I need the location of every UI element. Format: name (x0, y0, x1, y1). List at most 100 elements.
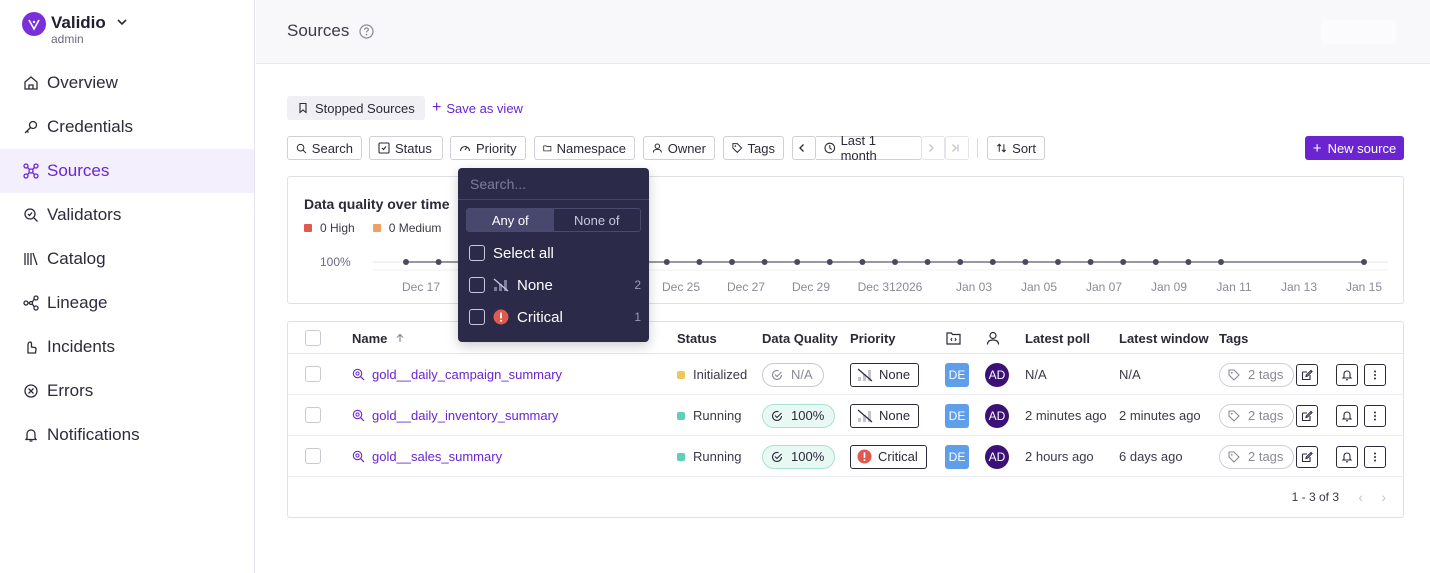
priority-badge[interactable]: None (850, 362, 920, 387)
tags-badge[interactable]: 2 tags (1219, 362, 1295, 387)
legend-item-high[interactable]: 0 High (304, 221, 355, 235)
row-checkbox[interactable] (305, 407, 321, 423)
option-count: 1 (634, 310, 641, 324)
column-data-quality[interactable]: Data Quality (762, 331, 838, 346)
row-checkbox[interactable] (305, 448, 321, 464)
edit-cell (1296, 354, 1318, 395)
chevron-down-icon[interactable] (116, 16, 128, 28)
row-checkbox[interactable] (305, 366, 321, 382)
column-tags[interactable]: Tags (1219, 331, 1249, 346)
tags-badge[interactable]: 2 tags (1219, 403, 1295, 428)
sidebar-item-overview[interactable]: Overview (0, 61, 254, 105)
column-latest-window[interactable]: Latest window (1119, 331, 1209, 346)
row-menu-button[interactable] (1364, 363, 1386, 386)
edit-button[interactable] (1296, 363, 1318, 386)
row-menu-button[interactable] (1364, 404, 1386, 427)
data-quality-badge[interactable]: 100% (762, 444, 836, 469)
data-point (761, 259, 768, 265)
namespace-tag[interactable]: DE (945, 362, 969, 387)
sort-button[interactable]: Sort (987, 136, 1045, 160)
avatar[interactable]: AD (985, 362, 1009, 387)
priority-search-input[interactable] (458, 168, 649, 200)
owner-filter-button[interactable]: Owner (643, 136, 715, 160)
checkbox[interactable] (469, 309, 485, 325)
legend-swatch (372, 224, 381, 232)
column-latest-poll[interactable]: Latest poll (1025, 331, 1091, 346)
column-name[interactable]: Name (352, 331, 405, 346)
time-range-selector[interactable]: Last 1 month (816, 133, 922, 163)
more-vertical-icon (1374, 411, 1376, 420)
sidebar-item-lineage[interactable]: Lineage (0, 281, 254, 325)
table-row[interactable]: gold__daily_inventory_summary Running 10… (288, 395, 1403, 436)
sidebar-nav: Overview Credentials Sources Validators … (0, 61, 254, 457)
checkbox[interactable] (469, 245, 485, 261)
source-name-cell[interactable]: gold__sales_summary (352, 436, 502, 477)
checkbox[interactable] (469, 277, 485, 293)
avatar[interactable]: AD (985, 444, 1009, 469)
table-row[interactable]: gold__sales_summary Running 100% Critica… (288, 436, 1403, 477)
sidebar-item-incidents[interactable]: Incidents (0, 325, 254, 369)
time-range-latest-button[interactable] (945, 136, 969, 160)
status-label: Running (693, 408, 742, 423)
notifications-button[interactable] (1336, 445, 1358, 468)
notifications-button[interactable] (1336, 404, 1358, 427)
latest-poll-cell: N/A (1025, 367, 1047, 382)
edit-button[interactable] (1296, 404, 1318, 427)
sidebar-item-errors[interactable]: Errors (0, 369, 254, 413)
saved-view-chip[interactable]: Stopped Sources (287, 96, 425, 120)
match-mode-toggle: Any of None of (466, 208, 641, 232)
table-row[interactable]: gold__daily_campaign_summary Initialized… (288, 354, 1403, 395)
row-menu-button[interactable] (1364, 445, 1386, 468)
priority-badge[interactable]: Critical (850, 444, 927, 469)
time-range-label: Last 1 month (840, 133, 877, 163)
sidebar-item-validators[interactable]: Validators (0, 193, 254, 237)
legend-item-medium[interactable]: 0 Medium (372, 221, 441, 235)
save-as-view-button[interactable]: + Save as view (432, 96, 523, 120)
tags-badge[interactable]: 2 tags (1219, 444, 1295, 469)
mode-any-of[interactable]: Any of (467, 209, 554, 231)
source-name-link[interactable]: gold__sales_summary (372, 449, 503, 464)
x-tick-label: Jan 07 (1086, 280, 1122, 294)
select-all-checkbox[interactable] (305, 330, 321, 346)
avatar[interactable]: AD (985, 403, 1009, 428)
sidebar-item-catalog[interactable]: Catalog (0, 237, 254, 281)
data-quality-badge[interactable]: N/A (762, 362, 824, 387)
time-range-next-button[interactable] (921, 136, 945, 160)
source-name-cell[interactable]: gold__daily_campaign_summary (352, 354, 562, 395)
priority-filter-button[interactable]: Priority (450, 136, 526, 160)
search-filter-button[interactable]: Search (287, 136, 362, 160)
namespace-filter-button[interactable]: Namespace (534, 136, 635, 160)
clock-icon (824, 142, 836, 154)
namespace-tag[interactable]: DE (945, 444, 969, 469)
new-source-button[interactable]: + New source (1305, 136, 1404, 160)
status-filter-button[interactable]: Status (369, 136, 443, 160)
priority-option-none[interactable]: None 2 (469, 273, 641, 297)
check-circle-icon (771, 451, 783, 462)
sidebar-item-credentials[interactable]: Credentials (0, 105, 254, 149)
help-icon[interactable] (359, 24, 374, 39)
notifications-button[interactable] (1336, 363, 1358, 386)
namespace-tag[interactable]: DE (945, 403, 969, 428)
priority-option-critical[interactable]: Critical 1 (469, 305, 641, 329)
source-name-cell[interactable]: gold__daily_inventory_summary (352, 395, 558, 436)
select-all-option[interactable]: Select all (469, 241, 641, 265)
source-name-link[interactable]: gold__daily_campaign_summary (372, 367, 563, 382)
column-status[interactable]: Status (677, 331, 717, 346)
tag-icon (1228, 409, 1240, 422)
workspace-switcher[interactable]: Validio (22, 12, 128, 36)
status-indicator (677, 411, 685, 420)
saved-view-label: Stopped Sources (315, 100, 415, 116)
priority-badge[interactable]: None (850, 403, 920, 428)
data-quality-badge[interactable]: 100% (762, 403, 836, 428)
mode-none-of[interactable]: None of (573, 212, 620, 228)
next-page-icon[interactable]: › (1381, 489, 1386, 505)
sidebar-item-notifications[interactable]: Notifications (0, 413, 254, 457)
edit-button[interactable] (1296, 445, 1318, 468)
sidebar-item-sources[interactable]: Sources (0, 149, 254, 193)
column-priority[interactable]: Priority (850, 331, 896, 346)
source-name-link[interactable]: gold__daily_inventory_summary (372, 408, 559, 423)
prev-page-icon[interactable]: ‹ (1358, 489, 1363, 505)
tags-filter-button[interactable]: Tags (723, 136, 784, 160)
tags-cell: 2 tags (1219, 436, 1295, 477)
time-range-prev-button[interactable] (792, 136, 816, 160)
